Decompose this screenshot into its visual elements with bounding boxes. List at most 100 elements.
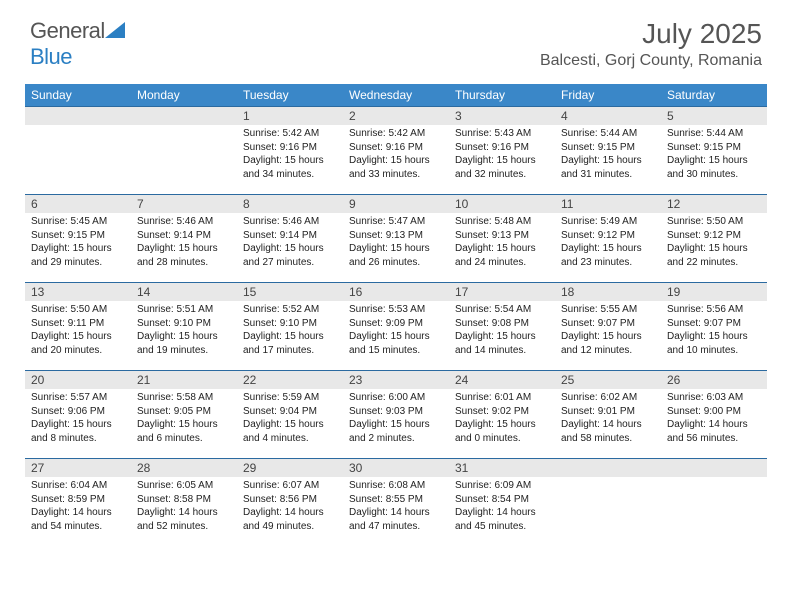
sunrise-line: Sunrise: 5:47 AM [349,216,425,227]
day-body: Sunrise: 5:52 AMSunset: 9:10 PMDaylight:… [237,301,343,361]
calendar-cell: 7Sunrise: 5:46 AMSunset: 9:14 PMDaylight… [131,194,237,282]
header: GeneralBlue July 2025 Balcesti, Gorj Cou… [0,0,792,80]
day-number: 22 [237,370,343,389]
day-body: Sunrise: 5:46 AMSunset: 9:14 PMDaylight:… [237,213,343,273]
calendar-cell: 17Sunrise: 5:54 AMSunset: 9:08 PMDayligh… [449,282,555,370]
sunrise-line: Sunrise: 5:55 AM [561,304,637,315]
daylight-line: Daylight: 15 hours and 20 minutes. [31,331,112,356]
day-number: 6 [25,194,131,213]
calendar-cell: 3Sunrise: 5:43 AMSunset: 9:16 PMDaylight… [449,106,555,194]
day-number: 12 [661,194,767,213]
weekday-header: Sunday [25,84,131,106]
daylight-line: Daylight: 14 hours and 54 minutes. [31,507,112,532]
day-body: Sunrise: 6:04 AMSunset: 8:59 PMDaylight:… [25,477,131,537]
daylight-line: Daylight: 14 hours and 47 minutes. [349,507,430,532]
calendar-cell: 21Sunrise: 5:58 AMSunset: 9:05 PMDayligh… [131,370,237,458]
day-body: Sunrise: 5:56 AMSunset: 9:07 PMDaylight:… [661,301,767,361]
day-number: 28 [131,458,237,477]
day-number: 1 [237,106,343,125]
weekday-header: Wednesday [343,84,449,106]
calendar-cell: 4Sunrise: 5:44 AMSunset: 9:15 PMDaylight… [555,106,661,194]
sunset-line: Sunset: 9:15 PM [561,142,635,153]
day-body: Sunrise: 6:01 AMSunset: 9:02 PMDaylight:… [449,389,555,449]
sunset-line: Sunset: 9:14 PM [243,230,317,241]
day-number: 14 [131,282,237,301]
calendar-cell: 1Sunrise: 5:42 AMSunset: 9:16 PMDaylight… [237,106,343,194]
day-number: 7 [131,194,237,213]
day-body: Sunrise: 5:59 AMSunset: 9:04 PMDaylight:… [237,389,343,449]
sunrise-line: Sunrise: 5:48 AM [455,216,531,227]
day-body: Sunrise: 6:08 AMSunset: 8:55 PMDaylight:… [343,477,449,537]
daylight-line: Daylight: 14 hours and 56 minutes. [667,419,748,444]
sunrise-line: Sunrise: 5:57 AM [31,392,107,403]
logo-part1: General [30,18,105,43]
day-number: 31 [449,458,555,477]
sunset-line: Sunset: 9:11 PM [31,318,104,329]
daylight-line: Daylight: 15 hours and 12 minutes. [561,331,642,356]
day-number [661,458,767,477]
day-body [661,477,767,537]
weekday-header: Friday [555,84,661,106]
daylight-line: Daylight: 15 hours and 10 minutes. [667,331,748,356]
calendar-head: SundayMondayTuesdayWednesdayThursdayFrid… [25,84,767,106]
day-body: Sunrise: 6:07 AMSunset: 8:56 PMDaylight:… [237,477,343,537]
calendar-cell: 10Sunrise: 5:48 AMSunset: 9:13 PMDayligh… [449,194,555,282]
calendar-cell: 16Sunrise: 5:53 AMSunset: 9:09 PMDayligh… [343,282,449,370]
day-number: 17 [449,282,555,301]
calendar-cell: 5Sunrise: 5:44 AMSunset: 9:15 PMDaylight… [661,106,767,194]
day-number: 30 [343,458,449,477]
day-body: Sunrise: 5:54 AMSunset: 9:08 PMDaylight:… [449,301,555,361]
day-number: 11 [555,194,661,213]
sunset-line: Sunset: 9:12 PM [667,230,741,241]
daylight-line: Daylight: 15 hours and 15 minutes. [349,331,430,356]
day-body: Sunrise: 5:44 AMSunset: 9:15 PMDaylight:… [555,125,661,185]
sunrise-line: Sunrise: 5:44 AM [667,128,743,139]
calendar-cell: 11Sunrise: 5:49 AMSunset: 9:12 PMDayligh… [555,194,661,282]
calendar-cell: 12Sunrise: 5:50 AMSunset: 9:12 PMDayligh… [661,194,767,282]
day-body: Sunrise: 6:09 AMSunset: 8:54 PMDaylight:… [449,477,555,537]
sunset-line: Sunset: 9:10 PM [137,318,211,329]
day-number: 25 [555,370,661,389]
sunrise-line: Sunrise: 5:54 AM [455,304,531,315]
sunset-line: Sunset: 9:12 PM [561,230,635,241]
sunrise-line: Sunrise: 5:53 AM [349,304,425,315]
day-body [131,125,237,185]
daylight-line: Daylight: 15 hours and 14 minutes. [455,331,536,356]
calendar-cell: 29Sunrise: 6:07 AMSunset: 8:56 PMDayligh… [237,458,343,546]
calendar-cell: 13Sunrise: 5:50 AMSunset: 9:11 PMDayligh… [25,282,131,370]
day-body: Sunrise: 6:03 AMSunset: 9:00 PMDaylight:… [661,389,767,449]
sunset-line: Sunset: 9:05 PM [137,406,211,417]
sunset-line: Sunset: 9:09 PM [349,318,423,329]
weekday-header: Tuesday [237,84,343,106]
sunrise-line: Sunrise: 5:42 AM [349,128,425,139]
day-body: Sunrise: 5:49 AMSunset: 9:12 PMDaylight:… [555,213,661,273]
day-number [25,106,131,125]
day-body: Sunrise: 5:57 AMSunset: 9:06 PMDaylight:… [25,389,131,449]
calendar-week: 13Sunrise: 5:50 AMSunset: 9:11 PMDayligh… [25,282,767,370]
daylight-line: Daylight: 14 hours and 52 minutes. [137,507,218,532]
calendar-cell [25,106,131,194]
sunrise-line: Sunrise: 5:46 AM [137,216,213,227]
weekday-header: Monday [131,84,237,106]
page-title: July 2025 [540,18,762,50]
day-number: 29 [237,458,343,477]
day-number [131,106,237,125]
day-body: Sunrise: 5:42 AMSunset: 9:16 PMDaylight:… [343,125,449,185]
sunset-line: Sunset: 9:16 PM [349,142,423,153]
location: Balcesti, Gorj County, Romania [540,52,762,70]
day-number: 21 [131,370,237,389]
sunrise-line: Sunrise: 5:49 AM [561,216,637,227]
calendar-cell [555,458,661,546]
sunrise-line: Sunrise: 6:05 AM [137,480,213,491]
sunrise-line: Sunrise: 5:45 AM [31,216,107,227]
day-number: 15 [237,282,343,301]
sunrise-line: Sunrise: 6:01 AM [455,392,531,403]
calendar-cell: 28Sunrise: 6:05 AMSunset: 8:58 PMDayligh… [131,458,237,546]
sunset-line: Sunset: 9:10 PM [243,318,317,329]
sunrise-line: Sunrise: 5:44 AM [561,128,637,139]
daylight-line: Daylight: 15 hours and 0 minutes. [455,419,536,444]
calendar-body: 1 Sunrise: 5:42 AM Sunset: 9:16 PM Daylight… [25,106,767,546]
calendar-cell: 25Sunrise: 6:02 AMSunset: 9:01 PMDayligh… [555,370,661,458]
sunset-line: Sunset: 9:04 PM [243,406,317,417]
daylight-line: Daylight: 14 hours and 45 minutes. [455,507,536,532]
